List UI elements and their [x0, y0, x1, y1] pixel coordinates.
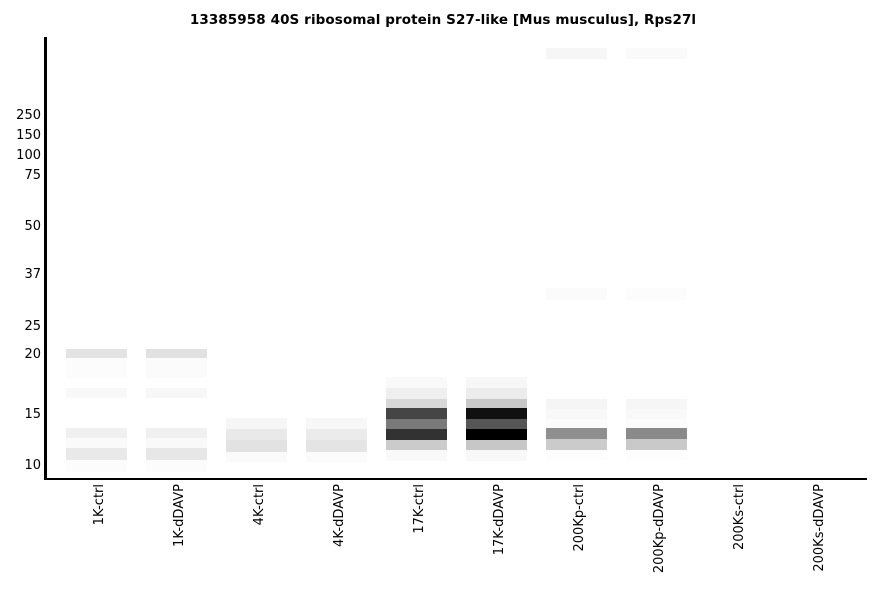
gel-band	[385, 388, 447, 399]
gel-band	[465, 399, 527, 408]
gel-band	[145, 388, 207, 398]
y-tick-label: 75	[24, 168, 41, 183]
gel-band	[625, 428, 687, 439]
x-tick-label: 200Kp-ctrl	[572, 484, 587, 552]
gel-band	[65, 349, 127, 358]
y-axis-spine	[44, 37, 47, 480]
gel-band	[625, 450, 687, 460]
y-tick-label: 100	[16, 148, 41, 163]
gel-band	[225, 440, 287, 452]
gel-band	[305, 440, 367, 452]
gel-band	[625, 288, 687, 300]
x-tick-label: 1K-ctrl	[92, 484, 107, 526]
gel-band	[305, 418, 367, 429]
gel-band	[625, 48, 687, 59]
y-tick-label: 10	[24, 458, 41, 473]
x-tick-label: 200Ks-dDAVP	[812, 484, 827, 572]
x-tick-label: 200Ks-ctrl	[732, 484, 747, 551]
gel-band	[65, 428, 127, 438]
x-tick-label: 17K-ctrl	[412, 484, 427, 534]
y-tick-label: 50	[24, 219, 41, 234]
y-tick-label: 150	[16, 128, 41, 143]
gel-band	[545, 428, 607, 439]
x-tick-label: 1K-dDAVP	[172, 484, 187, 547]
gel-band	[305, 452, 367, 462]
gel-band	[385, 408, 447, 419]
gel-band	[225, 418, 287, 429]
gel-band	[385, 450, 447, 461]
gel-band	[145, 448, 207, 460]
chart-title: 13385958 40S ribosomal protein S27-like …	[189, 12, 697, 28]
x-tick-label: 4K-ctrl	[252, 484, 267, 526]
gel-band	[145, 349, 207, 358]
gel-band	[65, 460, 127, 472]
gel-band	[65, 438, 127, 448]
gel-band	[545, 419, 607, 428]
gel-band	[145, 358, 207, 378]
gel-band	[225, 429, 287, 440]
gel-band	[385, 399, 447, 408]
gel-band	[625, 399, 687, 409]
x-tick-label: 200Kp-dDAVP	[652, 484, 667, 574]
gel-band	[65, 388, 127, 398]
gel-band	[145, 438, 207, 448]
gel-band	[225, 452, 287, 462]
gel-band	[545, 288, 607, 300]
gel-band	[545, 48, 607, 59]
gel-band	[305, 429, 367, 440]
x-axis-spine	[44, 477, 867, 481]
gel-band	[145, 428, 207, 438]
gel-band	[465, 377, 527, 388]
gel-band	[385, 440, 447, 450]
gel-band	[65, 358, 127, 378]
gel-band	[465, 440, 527, 450]
gel-band	[625, 419, 687, 428]
gel-band	[465, 408, 527, 419]
gel-band	[545, 399, 607, 409]
y-tick-label: 250	[16, 108, 41, 123]
gel-band	[465, 429, 527, 440]
gel-band	[465, 450, 527, 461]
gel-band	[465, 419, 527, 429]
x-tick-label: 17K-dDAVP	[492, 484, 507, 556]
y-tick-label: 15	[24, 407, 41, 422]
gel-band	[385, 419, 447, 429]
gel-band	[465, 388, 527, 399]
gel-band	[625, 439, 687, 450]
gel-band	[385, 377, 447, 388]
y-tick-label: 37	[24, 267, 41, 282]
gel-band	[545, 439, 607, 450]
gel-band	[625, 409, 687, 419]
y-tick-label: 20	[24, 347, 41, 362]
gel-band	[65, 448, 127, 460]
gel-band	[385, 429, 447, 440]
gel-band	[145, 460, 207, 472]
x-tick-label: 4K-dDAVP	[332, 484, 347, 547]
gel-band	[545, 450, 607, 460]
y-tick-label: 25	[24, 319, 41, 334]
gel-band	[545, 409, 607, 419]
